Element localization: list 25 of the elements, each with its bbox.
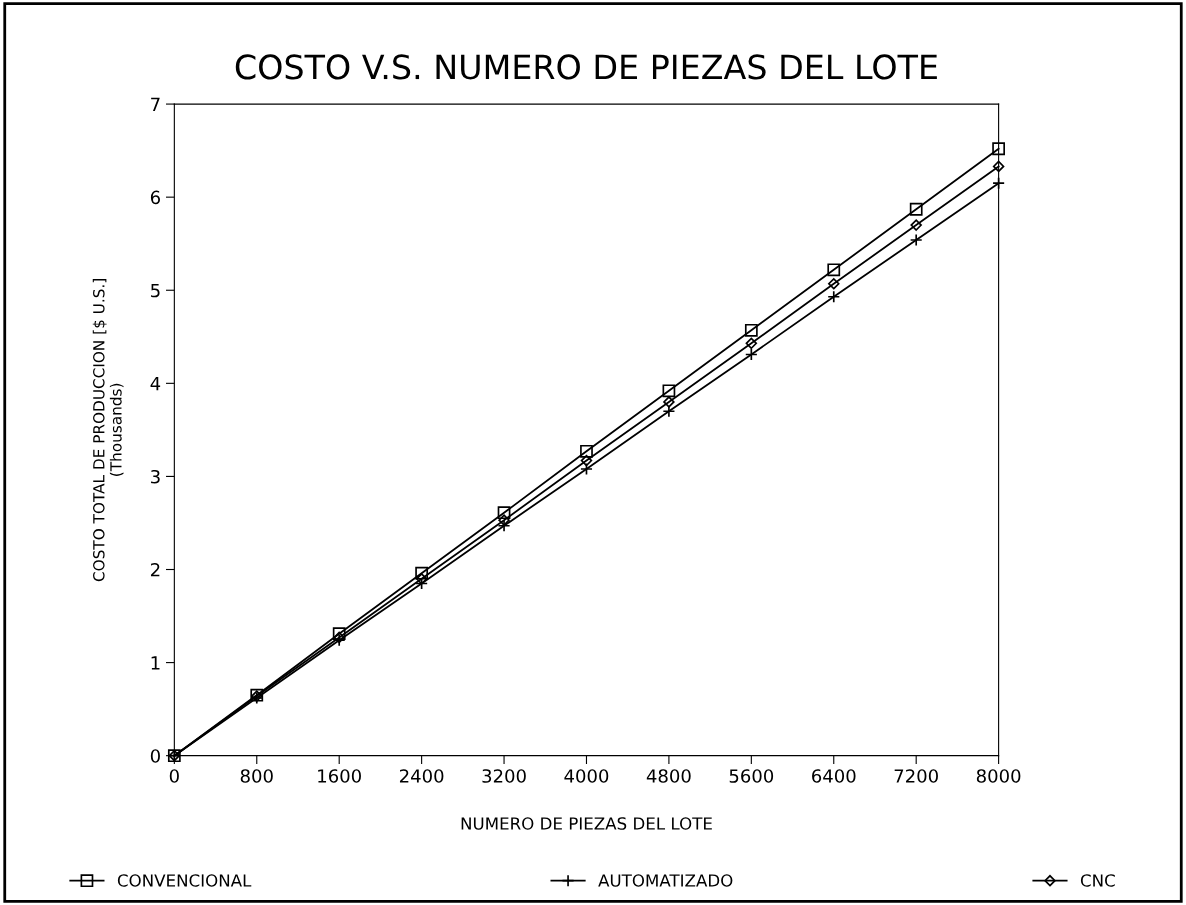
x-tick-label: 4000 (564, 769, 609, 783)
x-tick-label: 6400 (812, 769, 856, 783)
x-tick-label: 0 (169, 769, 179, 783)
x-tick-label: 7200 (894, 769, 938, 783)
x-tick-label: 1600 (318, 769, 361, 783)
x-tick-label: 8000 (976, 769, 1021, 783)
legend-label: CNC (1080, 874, 1115, 887)
x-tick-label: 3200 (482, 769, 526, 783)
y-tick-label: 3 (151, 469, 160, 484)
y-tick-label: 0 (150, 749, 160, 763)
x-tick-label: 4800 (646, 769, 691, 783)
chart-title: COSTO V.S. NUMERO DE PIEZAS DEL LOTE (235, 54, 937, 80)
x-tick-label: 5600 (729, 769, 774, 783)
y-tick-label: 5 (151, 283, 160, 298)
legend-label: AUTOMATIZADO (598, 874, 733, 887)
x-tick-label: 2400 (399, 769, 444, 783)
y-tick-label: 7 (151, 97, 160, 111)
legend-label: CONVENCIONAL (117, 874, 252, 887)
x-axis-title: NUMERO DE PIEZAS DEL LOTE (461, 817, 712, 830)
y-tick-label: 4 (150, 377, 161, 391)
y-axis-title: COSTO TOTAL DE PRODUCCION [$ U.S.] (Thousands) (92, 279, 124, 582)
x-tick-label: 800 (240, 769, 273, 783)
y-tick-label: 2 (150, 562, 160, 577)
y-tick-label: 6 (150, 190, 161, 205)
y-tick-label: 1 (151, 656, 160, 670)
